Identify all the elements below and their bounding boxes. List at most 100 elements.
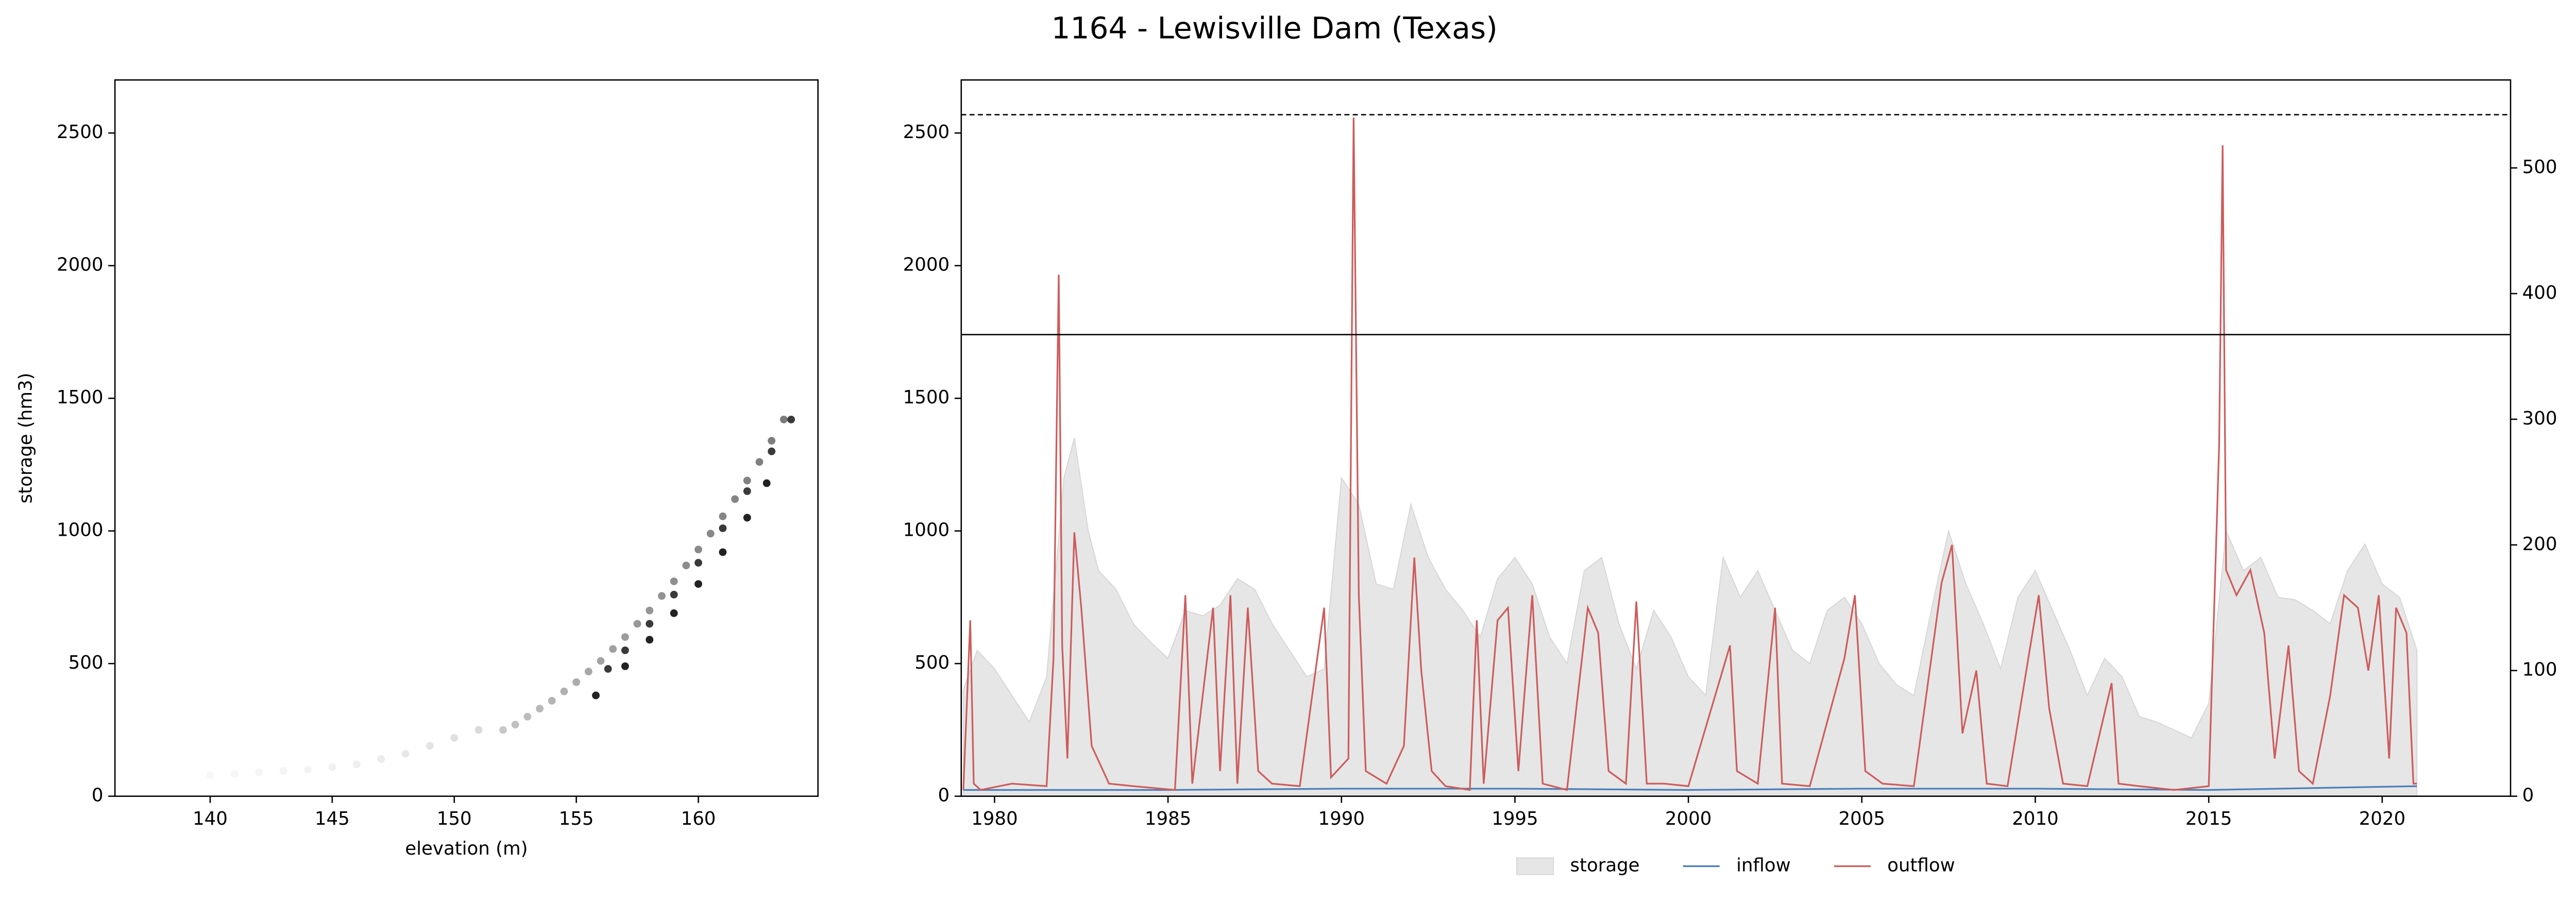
legend-label: outflow [1887,855,1955,876]
plot-area [962,117,2418,796]
scatter-point [768,447,776,455]
scatter-point [762,479,771,487]
y-tick-label: 2500 [903,122,950,143]
scatter-point [536,705,544,713]
y2-tick-label: 100 [2522,659,2557,680]
scatter-point [670,577,678,585]
scatter-point [621,646,629,654]
scatter-point [755,458,764,466]
scatter-point [731,495,739,503]
storage-area [962,438,2418,796]
scatter-point [694,580,702,588]
y-tick-label: 500 [69,652,104,673]
y2-tick-label: 200 [2522,534,2557,555]
scatter-point [779,415,788,423]
y-tick-label: 500 [914,652,950,673]
legend-item: outflow [1834,855,1955,876]
scatter-point [633,620,641,628]
x-tick-label: 140 [193,808,228,829]
scatter-point [401,750,410,758]
scatter-point [560,687,568,695]
plot-frame [114,79,819,797]
scatter-point [426,742,434,750]
scatter-point [658,592,666,600]
scatter-point [474,726,483,734]
scatter-point [719,524,727,532]
scatter-point [604,665,612,673]
scatter-point [377,755,385,763]
scatter-point [523,712,532,721]
y2-tick-label: 400 [2522,282,2557,303]
y-tick-label: 0 [92,785,104,806]
scatter-point [706,530,715,538]
scatter-point [743,487,751,495]
legend-label: inflow [1736,855,1791,876]
scatter-point [511,721,519,729]
scatter-point [303,765,312,774]
scatter-point [499,726,507,734]
legend: storage inflow outflow [1516,855,1955,876]
x-tick-label: 2015 [2185,808,2232,829]
scatter-point [592,691,600,700]
scatter-point [670,609,678,617]
scatter-point [719,548,727,556]
legend-item: storage [1516,855,1640,876]
scatter-point [609,645,617,653]
scatter-point [584,668,592,676]
scatter-point [621,633,629,641]
scatter-point [328,763,336,771]
scatter-point [743,514,751,522]
scatter-point [682,561,690,570]
outflow-line [962,117,2417,791]
x-axis-label: elevation (m) [405,838,528,859]
plot-frame [960,79,2512,797]
scatter-point [352,760,361,769]
inflow-line [963,785,2417,791]
scatter-point [548,696,556,705]
y-tick-label: 2000 [57,254,103,276]
scatter-point [670,590,678,599]
y-tick-label: 1000 [903,520,950,541]
x-tick-label: 2005 [1839,808,1885,829]
y-tick-label: 1000 [57,520,103,541]
scatter-point [743,476,751,485]
y-tick-label: 0 [938,785,950,806]
y-tick-label: 2500 [57,122,103,143]
x-tick-label: 155 [559,808,594,829]
x-tick-label: 1980 [971,808,1018,829]
y-axis-label: storage (hm3) [15,373,37,504]
scatter-point [230,770,239,778]
x-tick-label: 145 [315,808,350,829]
scatter-point [206,771,214,779]
x-tick-label: 2000 [1665,808,1711,829]
scatter-point [646,636,654,644]
x-tick-label: 1985 [1145,808,1191,829]
scatter-point [694,546,702,554]
y-tick-label: 1500 [903,387,950,408]
x-tick-label: 2010 [2012,808,2058,829]
y-tick-label: 1500 [57,387,103,408]
scatter-point [768,437,776,445]
scatter-point [572,678,581,686]
x-tick-label: 2020 [2359,808,2405,829]
scatter-point [694,559,702,567]
scatter-point [597,657,605,665]
legend-item: inflow [1683,855,1791,876]
y2-tick-label: 500 [2522,157,2557,178]
scatter-point [646,606,654,615]
scatter-point [719,512,727,520]
scatter-point [621,662,629,670]
figure-title: 1164 - Lewisville Dam (Texas) [1051,10,1497,45]
y-tick-label: 2000 [903,254,950,276]
scatter-point [787,415,795,423]
x-tick-label: 160 [681,808,716,829]
scatter-point [450,734,459,742]
scatter-point [255,768,263,776]
legend-label: storage [1570,855,1640,876]
y2-tick-label: 300 [2522,408,2557,429]
scatter-point [646,620,654,628]
legend-swatch [1516,857,1554,875]
scatter-point [279,767,287,775]
y2-tick-label: 0 [2522,785,2534,806]
